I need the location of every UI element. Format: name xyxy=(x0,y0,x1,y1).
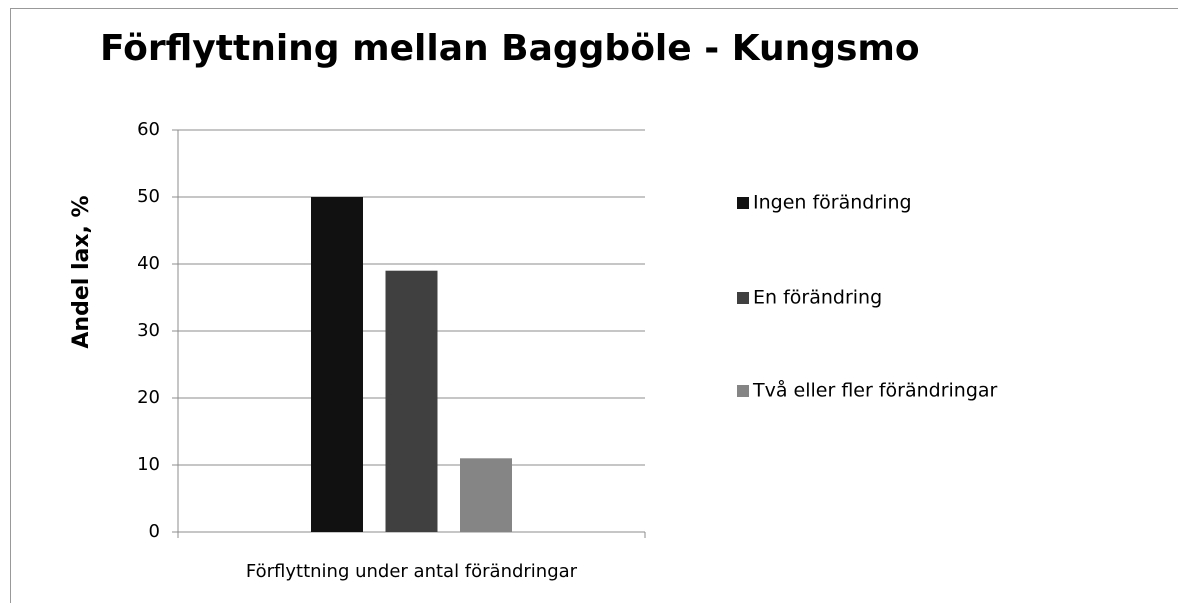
legend-label: Två eller fler förändringar xyxy=(752,379,998,402)
legend-label: Ingen förändring xyxy=(753,192,912,214)
chart-title: Förflyttning mellan Baggböle - Kungsmo xyxy=(100,28,920,69)
bar xyxy=(385,270,438,532)
y-tick-label: 40 xyxy=(137,253,160,274)
y-axis-label: Andel lax, % xyxy=(69,195,94,348)
legend-swatch xyxy=(737,197,749,209)
y-tick-label: 20 xyxy=(137,387,160,408)
y-tick-label: 60 xyxy=(137,119,160,140)
y-tick-label: 10 xyxy=(137,454,160,475)
y-tick-label: 0 xyxy=(149,521,160,542)
bar xyxy=(311,197,363,532)
x-tick-label: Förflyttning under antal förändringar xyxy=(246,561,578,582)
legend-swatch xyxy=(737,385,749,397)
y-tick-label: 30 xyxy=(137,320,160,341)
y-tick-label: 50 xyxy=(137,186,160,207)
bar xyxy=(460,458,512,532)
legend-swatch xyxy=(737,292,749,304)
legend-label: En förändring xyxy=(753,287,882,309)
